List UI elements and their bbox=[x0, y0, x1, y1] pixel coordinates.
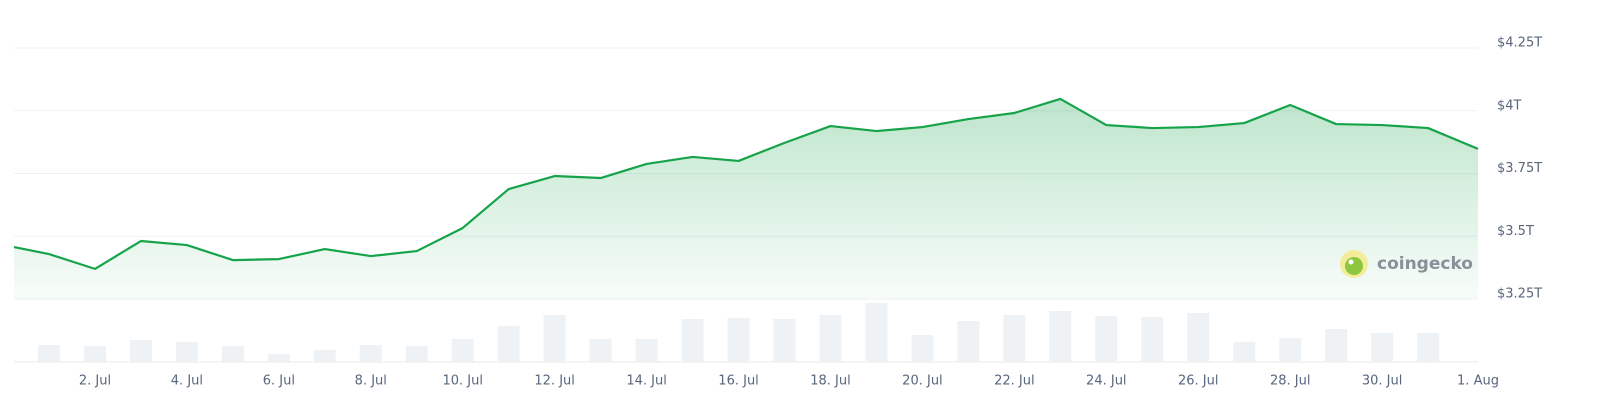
volume-bar bbox=[83, 346, 106, 362]
x-tick-label: 2. Jul bbox=[79, 374, 111, 389]
volume-bar bbox=[1003, 315, 1026, 362]
x-tick-label: 28. Jul bbox=[1270, 374, 1311, 389]
x-tick-label: 8. Jul bbox=[355, 374, 387, 389]
x-tick-label: 24. Jul bbox=[1086, 374, 1127, 389]
y-tick-label: $4T bbox=[1497, 98, 1522, 113]
logo bbox=[1348, 259, 1354, 265]
volume-bar bbox=[1371, 333, 1394, 362]
x-tick-label: 14. Jul bbox=[626, 374, 667, 389]
volume-bar bbox=[1417, 333, 1440, 362]
volume-bar bbox=[129, 340, 152, 362]
area bbox=[14, 98, 1478, 299]
volume-bar bbox=[497, 326, 520, 362]
x-tick-label: 1. Aug bbox=[1457, 374, 1499, 389]
volume-bar bbox=[865, 303, 888, 362]
x-tick-label: 10. Jul bbox=[442, 374, 483, 389]
volume-bar bbox=[359, 345, 382, 362]
y-tick-label: $3.25T bbox=[1497, 287, 1542, 302]
volume-bar bbox=[1095, 316, 1118, 362]
x-tick-label: 16. Jul bbox=[718, 374, 759, 389]
y-tick-label: $3.75T bbox=[1497, 161, 1542, 176]
x-tick-label: 18. Jul bbox=[810, 374, 851, 389]
y-tick-label: $4.25T bbox=[1497, 36, 1542, 51]
volume-bar bbox=[819, 315, 842, 362]
logo bbox=[1345, 257, 1363, 275]
line bbox=[13, 97, 1479, 270]
volume-bar bbox=[635, 339, 658, 362]
x-tick-label: 30. Jul bbox=[1362, 374, 1403, 389]
volume-bar bbox=[1049, 311, 1072, 362]
volume-bar bbox=[1325, 329, 1348, 362]
volume-bar bbox=[267, 354, 290, 362]
volume-bar bbox=[957, 321, 980, 362]
x-tick-label: 12. Jul bbox=[534, 374, 575, 389]
x-tick-label: 20. Jul bbox=[902, 374, 943, 389]
x-tick-label: 4. Jul bbox=[171, 374, 203, 389]
volume-bar bbox=[773, 319, 796, 362]
volume-bar bbox=[313, 350, 336, 362]
x-tick-label: 6. Jul bbox=[263, 374, 295, 389]
x-tick-label: 22. Jul bbox=[994, 374, 1035, 389]
volume-bar bbox=[221, 346, 244, 362]
volume-bar bbox=[1141, 317, 1164, 362]
volume-bar bbox=[1187, 313, 1210, 362]
volume-bar bbox=[175, 342, 198, 362]
volume-bar bbox=[543, 315, 566, 362]
volume-bar bbox=[405, 346, 428, 362]
volume-bar bbox=[727, 318, 750, 362]
volume-bar bbox=[681, 319, 704, 362]
volume-bar bbox=[1279, 338, 1302, 362]
volume-bar bbox=[451, 339, 474, 362]
volume-bar bbox=[911, 335, 934, 362]
volume-bar bbox=[1233, 342, 1256, 362]
volume-bar bbox=[38, 345, 60, 362]
x-tick-label: 26. Jul bbox=[1178, 374, 1219, 389]
y-tick-label: $3.5T bbox=[1497, 224, 1534, 239]
watermark-text: coingecko bbox=[1377, 254, 1473, 274]
volume-bar bbox=[589, 339, 612, 362]
watermark: coingecko bbox=[1340, 250, 1473, 278]
